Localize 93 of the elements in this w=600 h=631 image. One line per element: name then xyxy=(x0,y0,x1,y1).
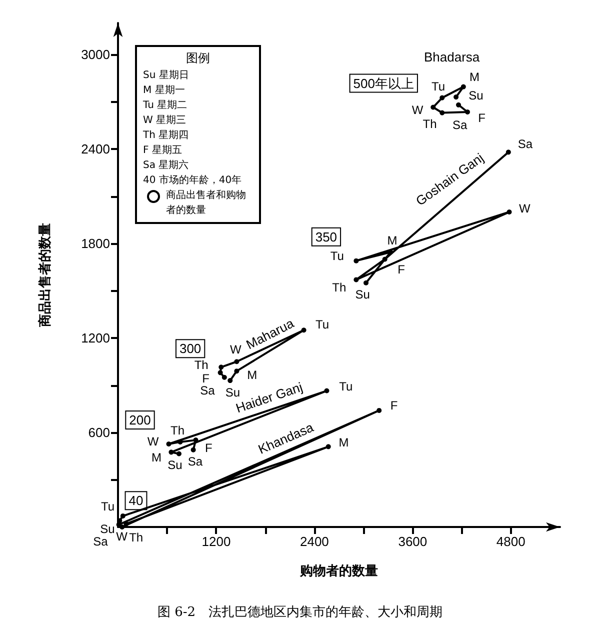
annotation: Th xyxy=(422,116,437,131)
annotation: M xyxy=(152,450,162,465)
annotation: Su xyxy=(355,287,370,302)
annotation: Sa xyxy=(518,137,533,152)
annotation: M xyxy=(387,233,398,248)
x-tick-label: 4800 xyxy=(496,534,526,549)
annotation: F xyxy=(205,441,212,456)
point xyxy=(301,328,306,333)
annotation: Th xyxy=(129,530,144,545)
y-tick-label: 1200 xyxy=(81,330,110,346)
y-tick-label: 2400 xyxy=(81,142,110,156)
annotation: W xyxy=(519,201,532,216)
point xyxy=(234,368,240,374)
annotation: Th xyxy=(332,280,346,295)
annotation: 500年以上 xyxy=(353,76,414,91)
point xyxy=(440,110,445,116)
point xyxy=(382,256,388,262)
annotation: 40 xyxy=(128,493,144,508)
point xyxy=(166,442,172,446)
annotation: Su 星期日 xyxy=(143,68,189,83)
annotation: F xyxy=(202,371,210,386)
x-tick-label: 1200 xyxy=(202,534,231,549)
annotation: 300 xyxy=(179,341,202,356)
annotation: Th xyxy=(194,358,208,372)
point xyxy=(218,364,224,370)
annotation: Sa xyxy=(452,118,468,132)
annotation: W 星期三 xyxy=(143,114,186,128)
point xyxy=(460,84,466,90)
annotation: Sa xyxy=(93,534,108,549)
annotation: Su xyxy=(168,458,182,472)
point xyxy=(324,388,330,394)
annotation: 40 市场的年龄，40年 xyxy=(143,174,242,188)
annotation: 200 xyxy=(129,412,151,428)
annotation: Tu xyxy=(339,379,353,394)
legend-title: 图例 xyxy=(185,51,211,66)
annotation: Su xyxy=(468,88,484,102)
point xyxy=(440,95,445,100)
point xyxy=(354,277,359,282)
point xyxy=(354,258,359,264)
y-tick-label: 600 xyxy=(88,425,110,440)
x-axis-title: 购物者的数量 xyxy=(299,564,378,579)
y-axis-title: 商品出售者的数量 xyxy=(37,223,53,328)
point xyxy=(120,524,125,530)
annotation: 商品出售者和购物者的数量 xyxy=(166,188,247,218)
point xyxy=(465,109,470,114)
annotation: Sa xyxy=(188,454,203,469)
annotation: Sa xyxy=(200,384,216,398)
point xyxy=(430,104,436,110)
annotation: M xyxy=(469,70,480,84)
point xyxy=(506,210,512,214)
x-tick-label: 2400 xyxy=(300,534,329,549)
point xyxy=(376,408,382,413)
point xyxy=(388,250,394,255)
point xyxy=(124,521,129,526)
point xyxy=(120,513,126,518)
annotation: 350 xyxy=(315,229,338,244)
y-tick-label: 1800 xyxy=(81,236,110,251)
point xyxy=(326,444,331,450)
annotation: W xyxy=(230,342,242,357)
annotation: Tu xyxy=(330,249,344,264)
point xyxy=(454,94,459,100)
point xyxy=(234,359,240,364)
annotation: Th xyxy=(170,423,185,438)
point xyxy=(168,450,174,455)
point xyxy=(506,150,511,155)
point xyxy=(176,451,182,456)
annotation: M xyxy=(247,368,258,382)
series-label: Bhadarsa xyxy=(424,49,480,64)
point xyxy=(218,370,223,376)
point xyxy=(456,102,462,108)
text: 图 6-2 法扎巴德地区内集市的年龄、大小和周期 xyxy=(157,605,443,620)
annotation: F xyxy=(390,398,398,413)
annotation: F xyxy=(478,111,486,126)
annotation: M xyxy=(338,436,349,450)
point xyxy=(190,447,196,452)
annotation: F 星期五 xyxy=(143,144,182,158)
annotation: F xyxy=(398,262,405,276)
annotation: Tu xyxy=(101,499,115,514)
annotation: Th 星期四 xyxy=(143,128,189,143)
annotation: W xyxy=(147,434,160,448)
annotation: Tu 星期二 xyxy=(143,98,188,113)
annotation: W xyxy=(412,103,424,118)
x-tick-label: 3600 xyxy=(398,534,428,549)
point xyxy=(222,374,227,380)
annotation: Sa 星期六 xyxy=(143,158,189,173)
annotation: Su xyxy=(100,522,115,536)
annotation: Tu xyxy=(316,317,330,332)
annotation: W xyxy=(116,530,128,544)
point xyxy=(228,378,233,384)
annotation: M 星期一 xyxy=(143,84,185,98)
point xyxy=(364,280,369,286)
annotation: Tu xyxy=(432,79,446,94)
y-tick-label: 3000 xyxy=(81,47,110,62)
